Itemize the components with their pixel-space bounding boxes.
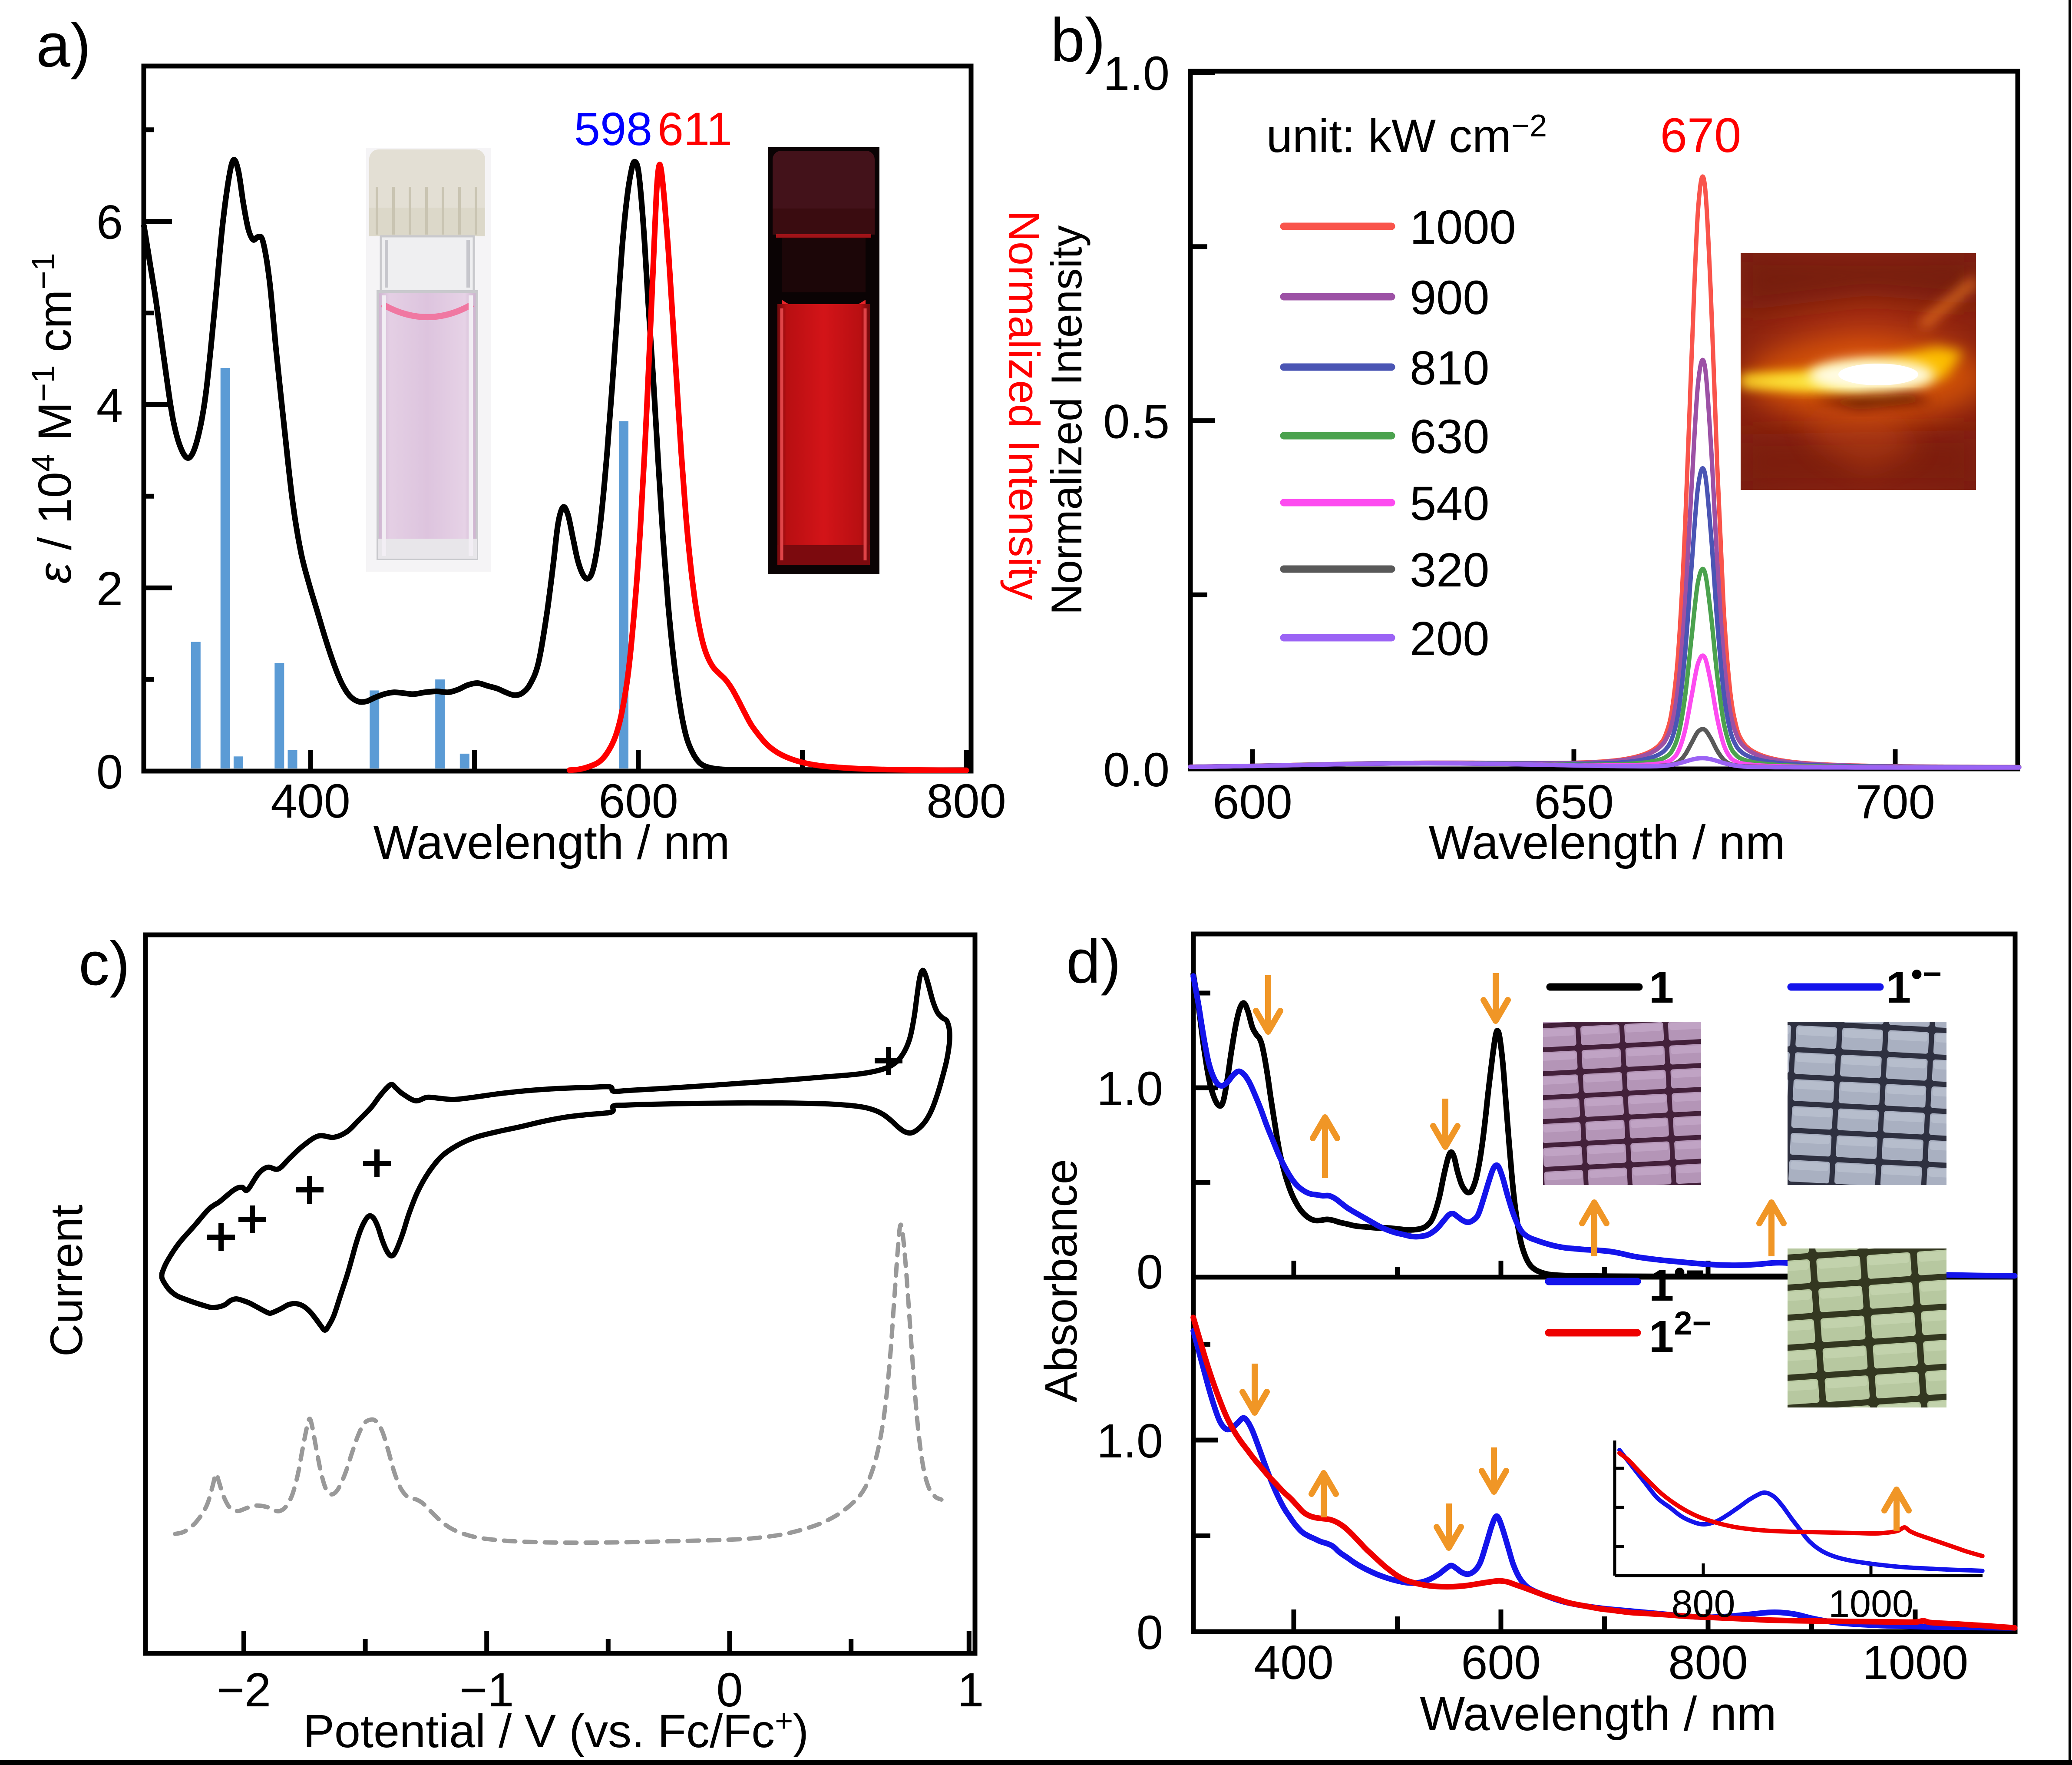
svg-text:−1: −1 xyxy=(459,1663,514,1717)
svg-text:611: 611 xyxy=(658,103,732,155)
svg-text:Wavelength / nm: Wavelength / nm xyxy=(373,816,730,869)
svg-text:c): c) xyxy=(79,929,130,998)
svg-text:1.0: 1.0 xyxy=(1097,1414,1163,1468)
svg-text:700: 700 xyxy=(1855,775,1935,829)
svg-text:200: 200 xyxy=(1410,612,1490,666)
svg-text:Normalized Intensity: Normalized Intensity xyxy=(1000,211,1048,600)
svg-text:1000: 1000 xyxy=(1410,201,1516,254)
svg-text:6: 6 xyxy=(96,196,123,249)
svg-text:0.5: 0.5 xyxy=(1103,395,1170,449)
svg-text:Potential / V (vs. Fc/Fc+): Potential / V (vs. Fc/Fc+) xyxy=(303,1704,809,1757)
svg-text:a): a) xyxy=(36,11,91,80)
svg-text:−2: −2 xyxy=(217,1663,271,1717)
svg-text:0: 0 xyxy=(716,1663,743,1717)
svg-text:Current: Current xyxy=(41,1205,92,1357)
svg-text:1.0: 1.0 xyxy=(1103,47,1170,100)
svg-text:unit: kW cm−2: unit: kW cm−2 xyxy=(1266,109,1547,162)
svg-text:600: 600 xyxy=(598,775,678,828)
svg-text:650: 650 xyxy=(1534,775,1614,829)
svg-text:0: 0 xyxy=(96,745,123,799)
svg-text:600: 600 xyxy=(1213,775,1292,829)
svg-text:320: 320 xyxy=(1410,543,1490,597)
svg-text:Wavelength / nm: Wavelength / nm xyxy=(1428,816,1785,869)
svg-text:800: 800 xyxy=(926,775,1006,828)
svg-text:1000: 1000 xyxy=(1862,1636,1969,1689)
svg-text:1: 1 xyxy=(1649,962,1674,1012)
svg-text:400: 400 xyxy=(1254,1636,1334,1689)
svg-text:800: 800 xyxy=(1668,1636,1748,1689)
svg-text:1: 1 xyxy=(957,1663,984,1717)
svg-text:b): b) xyxy=(1051,6,1105,75)
svg-text:800: 800 xyxy=(1672,1582,1735,1625)
svg-text:d): d) xyxy=(1066,927,1121,996)
svg-text:Normalized Intensity: Normalized Intensity xyxy=(1042,225,1091,615)
svg-text:670: 670 xyxy=(1660,108,1742,162)
svg-text:ε / 104 M−1 cm−1: ε / 104 M−1 cm−1 xyxy=(25,253,81,584)
svg-text:0: 0 xyxy=(1137,1245,1163,1299)
svg-text:900: 900 xyxy=(1410,271,1490,325)
svg-text:540: 540 xyxy=(1410,477,1490,530)
svg-text:Absorbance: Absorbance xyxy=(1036,1159,1087,1402)
svg-text:1.0: 1.0 xyxy=(1097,1062,1163,1116)
svg-text:810: 810 xyxy=(1410,341,1490,395)
svg-text:630: 630 xyxy=(1410,410,1490,464)
svg-text:Wavelength / nm: Wavelength / nm xyxy=(1420,1687,1776,1741)
svg-text:600: 600 xyxy=(1461,1636,1541,1689)
svg-text:4: 4 xyxy=(96,379,123,432)
svg-text:0.0: 0.0 xyxy=(1103,743,1170,797)
svg-text:598: 598 xyxy=(574,103,652,155)
svg-text:400: 400 xyxy=(271,775,350,828)
svg-text:1000: 1000 xyxy=(1828,1582,1913,1625)
svg-text:0: 0 xyxy=(1137,1606,1163,1659)
svg-text:2: 2 xyxy=(96,562,123,616)
